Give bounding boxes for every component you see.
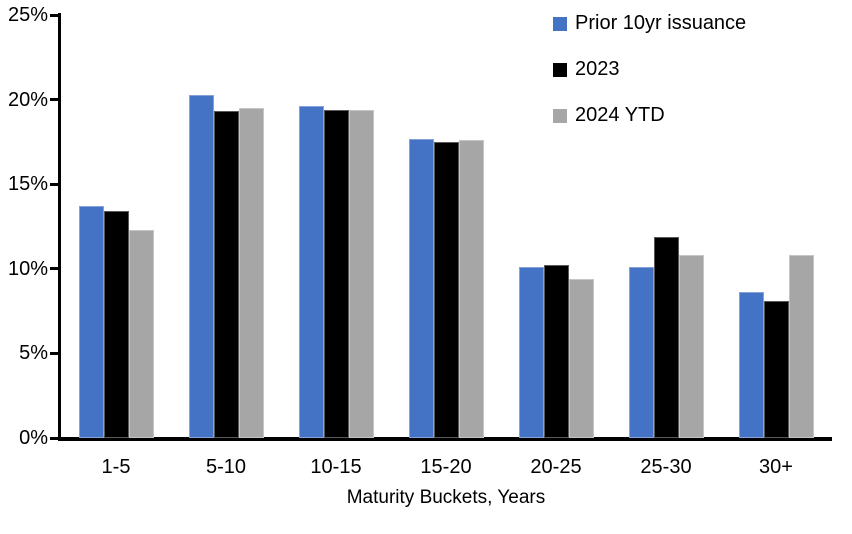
y-tick-mark [50, 182, 59, 186]
bar-2024-ytd-10-15 [348, 109, 374, 438]
legend-label: 2024 YTD [575, 104, 665, 126]
x-category-label: 20-25 [530, 456, 582, 478]
y-tick-mark [50, 436, 59, 440]
x-category-label: 30+ [759, 456, 793, 478]
y-tick-label: 15% [7, 173, 48, 196]
chart-legend: Prior 10yr issuance 2023 2024 YTD [553, 12, 746, 150]
legend-swatch-icon [553, 108, 567, 123]
bar-2024-ytd-25-30 [678, 255, 704, 438]
y-tick-mark [50, 267, 59, 271]
bar-2024-ytd-20-25 [568, 278, 594, 438]
legend-item: Prior 10yr issuance [553, 12, 746, 35]
x-axis-title: Maturity Buckets, Years [346, 487, 546, 508]
bar-2024-ytd-15-20 [458, 140, 484, 438]
y-tick-label: 0% [19, 427, 48, 449]
bar-2024-ytd-5-10 [238, 108, 264, 438]
bar-2023-20-25 [543, 265, 569, 438]
bar-2024-ytd-30+ [788, 255, 814, 438]
y-tick-label: 25% [7, 4, 48, 26]
y-axis-line [58, 13, 61, 440]
bar-2023-25-30 [653, 236, 679, 438]
y-tick-mark [50, 351, 59, 355]
legend-swatch-icon [553, 16, 567, 31]
x-category-label: 10-15 [310, 456, 362, 478]
legend-swatch-icon [553, 62, 567, 77]
bar-2023-1-5 [103, 211, 129, 438]
legend-item: 2023 [553, 58, 746, 81]
y-tick-mark [50, 13, 59, 17]
x-category-label: 1-5 [101, 456, 131, 478]
legend-item: 2024 YTD [553, 104, 746, 127]
legend-label: Prior 10yr issuance [575, 12, 747, 34]
x-category-label: 15-20 [420, 456, 472, 478]
bar-2023-5-10 [213, 111, 239, 438]
legend-label: 2023 [575, 58, 620, 80]
bar-prior-10yr-issuance-20-25 [518, 267, 544, 438]
bar-prior-10yr-issuance-25-30 [628, 267, 654, 438]
x-axis-line [58, 437, 832, 441]
bar-2023-15-20 [433, 141, 459, 438]
y-tick-mark [50, 98, 59, 102]
bar-prior-10yr-issuance-10-15 [298, 106, 324, 438]
x-category-label: 5-10 [205, 456, 247, 478]
bar-2023-10-15 [323, 109, 349, 438]
bar-2024-ytd-1-5 [128, 229, 154, 438]
bar-prior-10yr-issuance-30+ [738, 292, 764, 438]
y-tick-label: 20% [7, 88, 48, 111]
bar-prior-10yr-issuance-1-5 [78, 206, 104, 438]
x-category-label: 25-30 [640, 456, 692, 478]
bar-prior-10yr-issuance-5-10 [188, 94, 214, 438]
bar-prior-10yr-issuance-15-20 [408, 138, 434, 438]
y-tick-label: 5% [19, 342, 48, 365]
y-tick-label: 10% [7, 257, 48, 280]
bar-2023-30+ [763, 300, 789, 438]
